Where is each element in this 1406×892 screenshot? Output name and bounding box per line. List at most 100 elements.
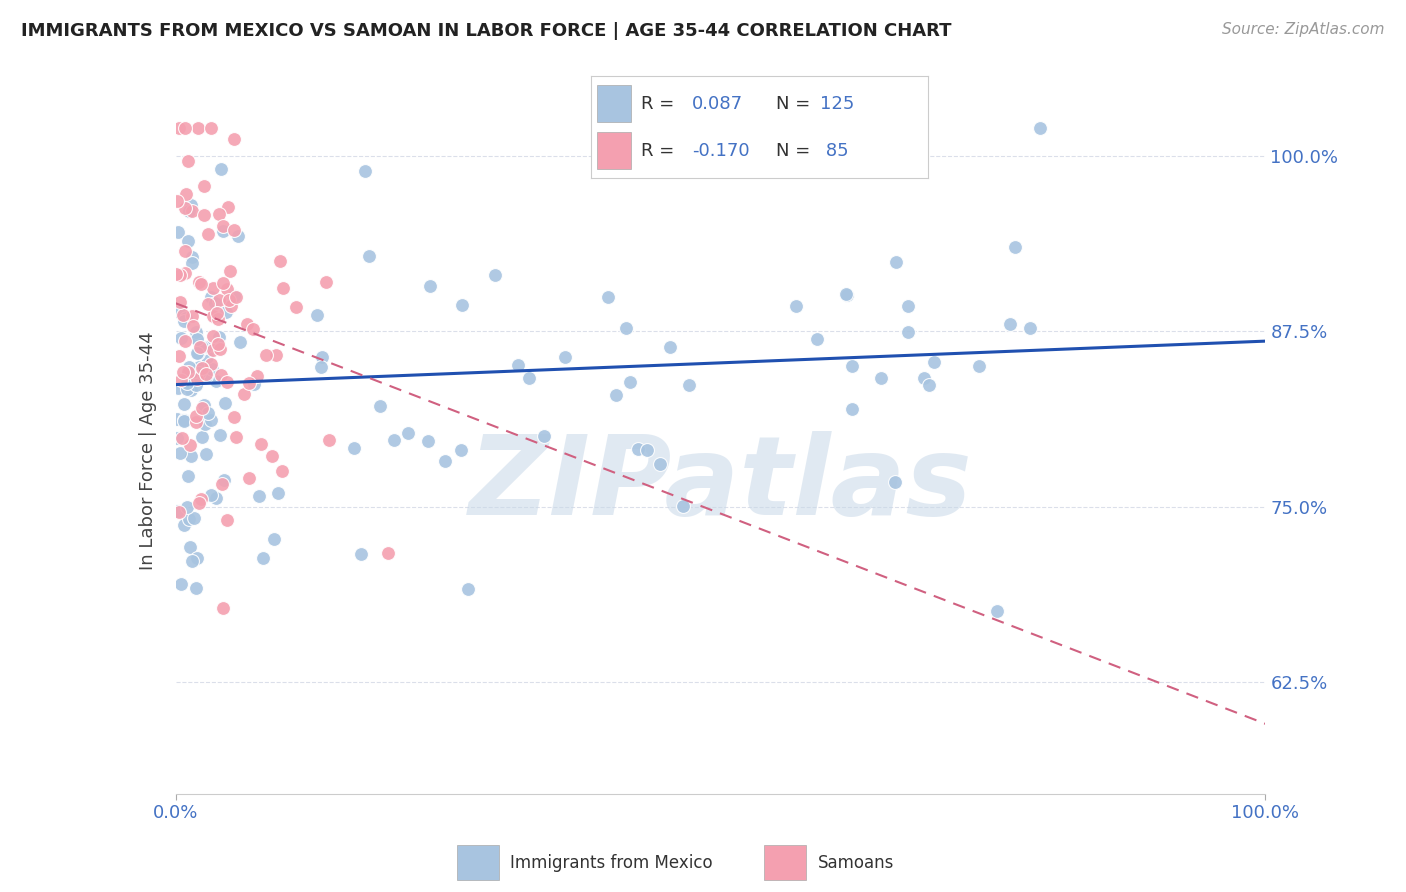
Point (187, 121, 209, 136)
Point (619, 376, 641, 390)
Point (202, 329, 225, 343)
Point (166, 411, 188, 425)
Point (1018, 321, 1040, 335)
Point (187, 275, 209, 289)
Point (209, 161, 232, 176)
Point (884, 254, 907, 268)
Point (207, 337, 229, 351)
Point (835, 287, 858, 301)
Point (186, 550, 208, 565)
Point (484, 268, 506, 282)
Point (166, 431, 188, 445)
Point (179, 359, 201, 374)
Point (217, 200, 239, 214)
Point (169, 446, 191, 460)
Point (396, 425, 419, 440)
Point (173, 397, 195, 411)
Point (650, 457, 672, 471)
Point (179, 541, 201, 555)
Point (204, 295, 226, 310)
Point (228, 334, 250, 349)
Point (187, 346, 209, 360)
Point (193, 178, 215, 193)
Point (208, 293, 231, 307)
Point (416, 434, 439, 449)
Text: IMMIGRANTS FROM MEXICO VS SAMOAN IN LABOR FORCE | AGE 35-44 CORRELATION CHART: IMMIGRANTS FROM MEXICO VS SAMOAN IN LABO… (21, 22, 952, 40)
Point (986, 604, 1008, 618)
Point (284, 300, 307, 314)
Point (191, 430, 214, 444)
Point (202, 310, 225, 324)
Point (190, 277, 212, 291)
Text: N =: N = (776, 95, 810, 112)
Point (212, 473, 235, 487)
Point (177, 153, 200, 168)
Point (176, 382, 198, 396)
Point (184, 415, 207, 429)
Point (271, 464, 294, 478)
Point (177, 234, 200, 248)
Point (218, 293, 240, 307)
Text: N =: N = (776, 142, 810, 160)
Point (211, 276, 233, 290)
Point (204, 491, 226, 506)
FancyBboxPatch shape (765, 846, 806, 880)
Point (222, 132, 245, 146)
Point (678, 377, 700, 392)
Point (215, 282, 238, 296)
Point (173, 518, 195, 533)
Point (174, 311, 197, 326)
Point (188, 366, 211, 380)
Point (208, 206, 231, 220)
Text: R =: R = (641, 95, 681, 112)
Point (179, 204, 201, 219)
Point (922, 355, 945, 369)
Point (186, 377, 208, 392)
Point (174, 334, 197, 349)
Point (236, 317, 259, 331)
Point (200, 487, 222, 501)
Point (170, 431, 193, 445)
Point (174, 187, 197, 202)
Point (222, 410, 245, 425)
Point (194, 417, 217, 432)
Point (191, 361, 214, 376)
Point (264, 348, 287, 362)
Point (208, 427, 231, 442)
Point (384, 433, 406, 447)
Point (195, 367, 218, 381)
Point (835, 286, 858, 301)
Point (252, 551, 274, 566)
Point (169, 268, 191, 282)
Point (318, 433, 340, 447)
Point (173, 413, 195, 427)
Point (176, 469, 198, 483)
Point (201, 362, 224, 376)
Point (194, 340, 217, 354)
Point (263, 533, 285, 547)
Point (343, 442, 366, 456)
Point (222, 289, 245, 303)
Point (167, 121, 190, 136)
Point (211, 477, 233, 491)
Point (998, 317, 1021, 331)
FancyBboxPatch shape (598, 85, 631, 122)
Point (354, 164, 377, 178)
Point (226, 228, 249, 243)
Point (596, 290, 619, 304)
Text: Immigrants from Mexico: Immigrants from Mexico (510, 854, 713, 871)
Point (170, 576, 193, 591)
Point (222, 223, 245, 237)
Point (201, 343, 224, 358)
Point (169, 506, 191, 520)
Point (672, 499, 695, 513)
Point (215, 513, 238, 527)
Point (207, 311, 229, 326)
Text: Source: ZipAtlas.com: Source: ZipAtlas.com (1222, 22, 1385, 37)
Point (614, 321, 637, 335)
Point (211, 600, 233, 615)
Point (187, 496, 209, 510)
Point (180, 383, 202, 397)
Point (247, 489, 270, 503)
Point (194, 447, 217, 461)
